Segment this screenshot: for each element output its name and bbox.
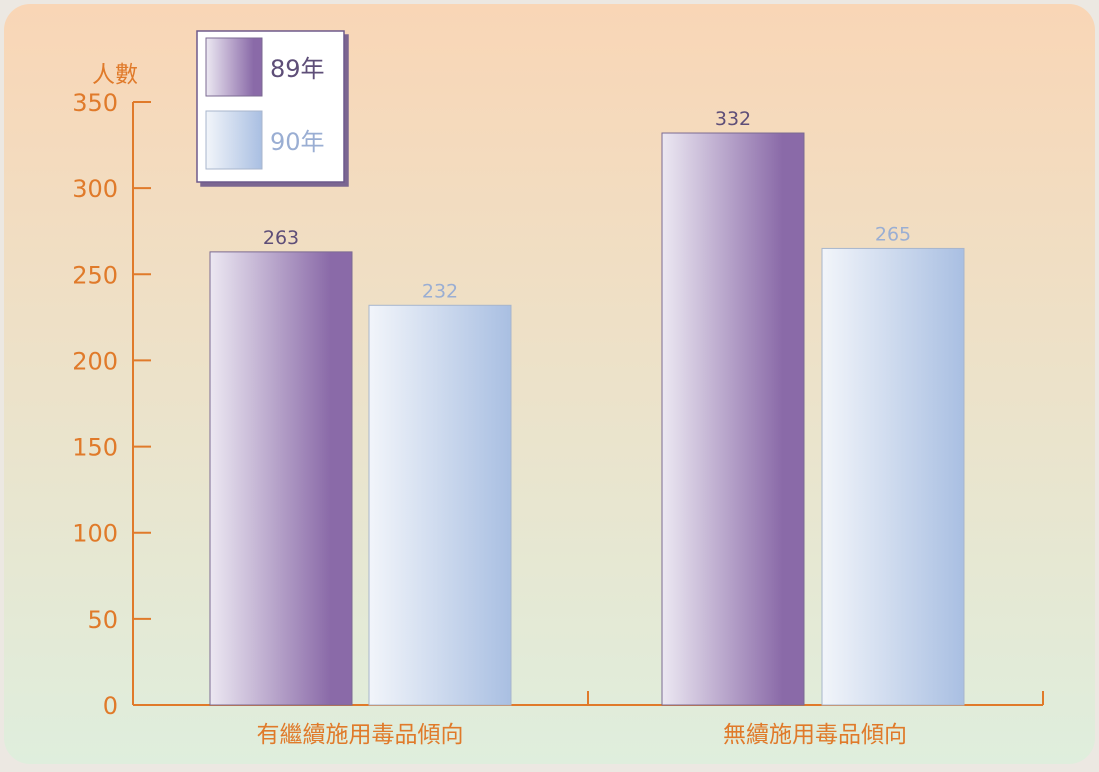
bar-value-label: 263: [263, 227, 299, 249]
y-tick-label: 350: [72, 89, 118, 117]
legend-label: 89年: [270, 55, 325, 83]
y-tick-label: 150: [72, 434, 118, 462]
bar: [209, 251, 353, 706]
y-tick-label: 300: [72, 175, 118, 203]
y-tick-label: 200: [72, 347, 118, 375]
legend-swatch: [205, 37, 263, 97]
bar: [368, 304, 512, 706]
y-tick-label: 250: [72, 261, 118, 289]
bar-value-label: 265: [875, 223, 911, 245]
x-category-label: 無續施用毒品傾向: [723, 722, 907, 748]
bar: [661, 132, 805, 706]
legend-swatch: [205, 110, 263, 170]
legend: 89年 90年: [196, 30, 345, 183]
y-tick-label: 50: [87, 606, 118, 634]
y-tick-label: 100: [72, 520, 118, 548]
y-axis-label: 人數: [92, 62, 138, 88]
bar-value-label: 232: [422, 280, 458, 302]
x-category-label: 有繼續施用毒品傾向: [257, 722, 464, 748]
legend-label: 90年: [270, 128, 325, 156]
bar: [821, 247, 965, 706]
bar-value-label: 332: [715, 108, 751, 130]
bars: 263 332 232 265: [209, 108, 965, 706]
y-tick-label: 0: [103, 692, 118, 720]
